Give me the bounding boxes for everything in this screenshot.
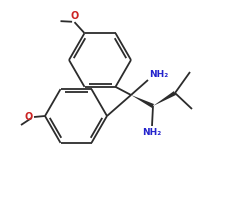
Text: NH₂: NH₂ bbox=[142, 128, 162, 137]
Text: NH₂: NH₂ bbox=[149, 70, 168, 79]
Text: O: O bbox=[25, 112, 33, 122]
Text: O: O bbox=[70, 11, 79, 21]
Polygon shape bbox=[131, 95, 154, 108]
Polygon shape bbox=[153, 91, 176, 106]
